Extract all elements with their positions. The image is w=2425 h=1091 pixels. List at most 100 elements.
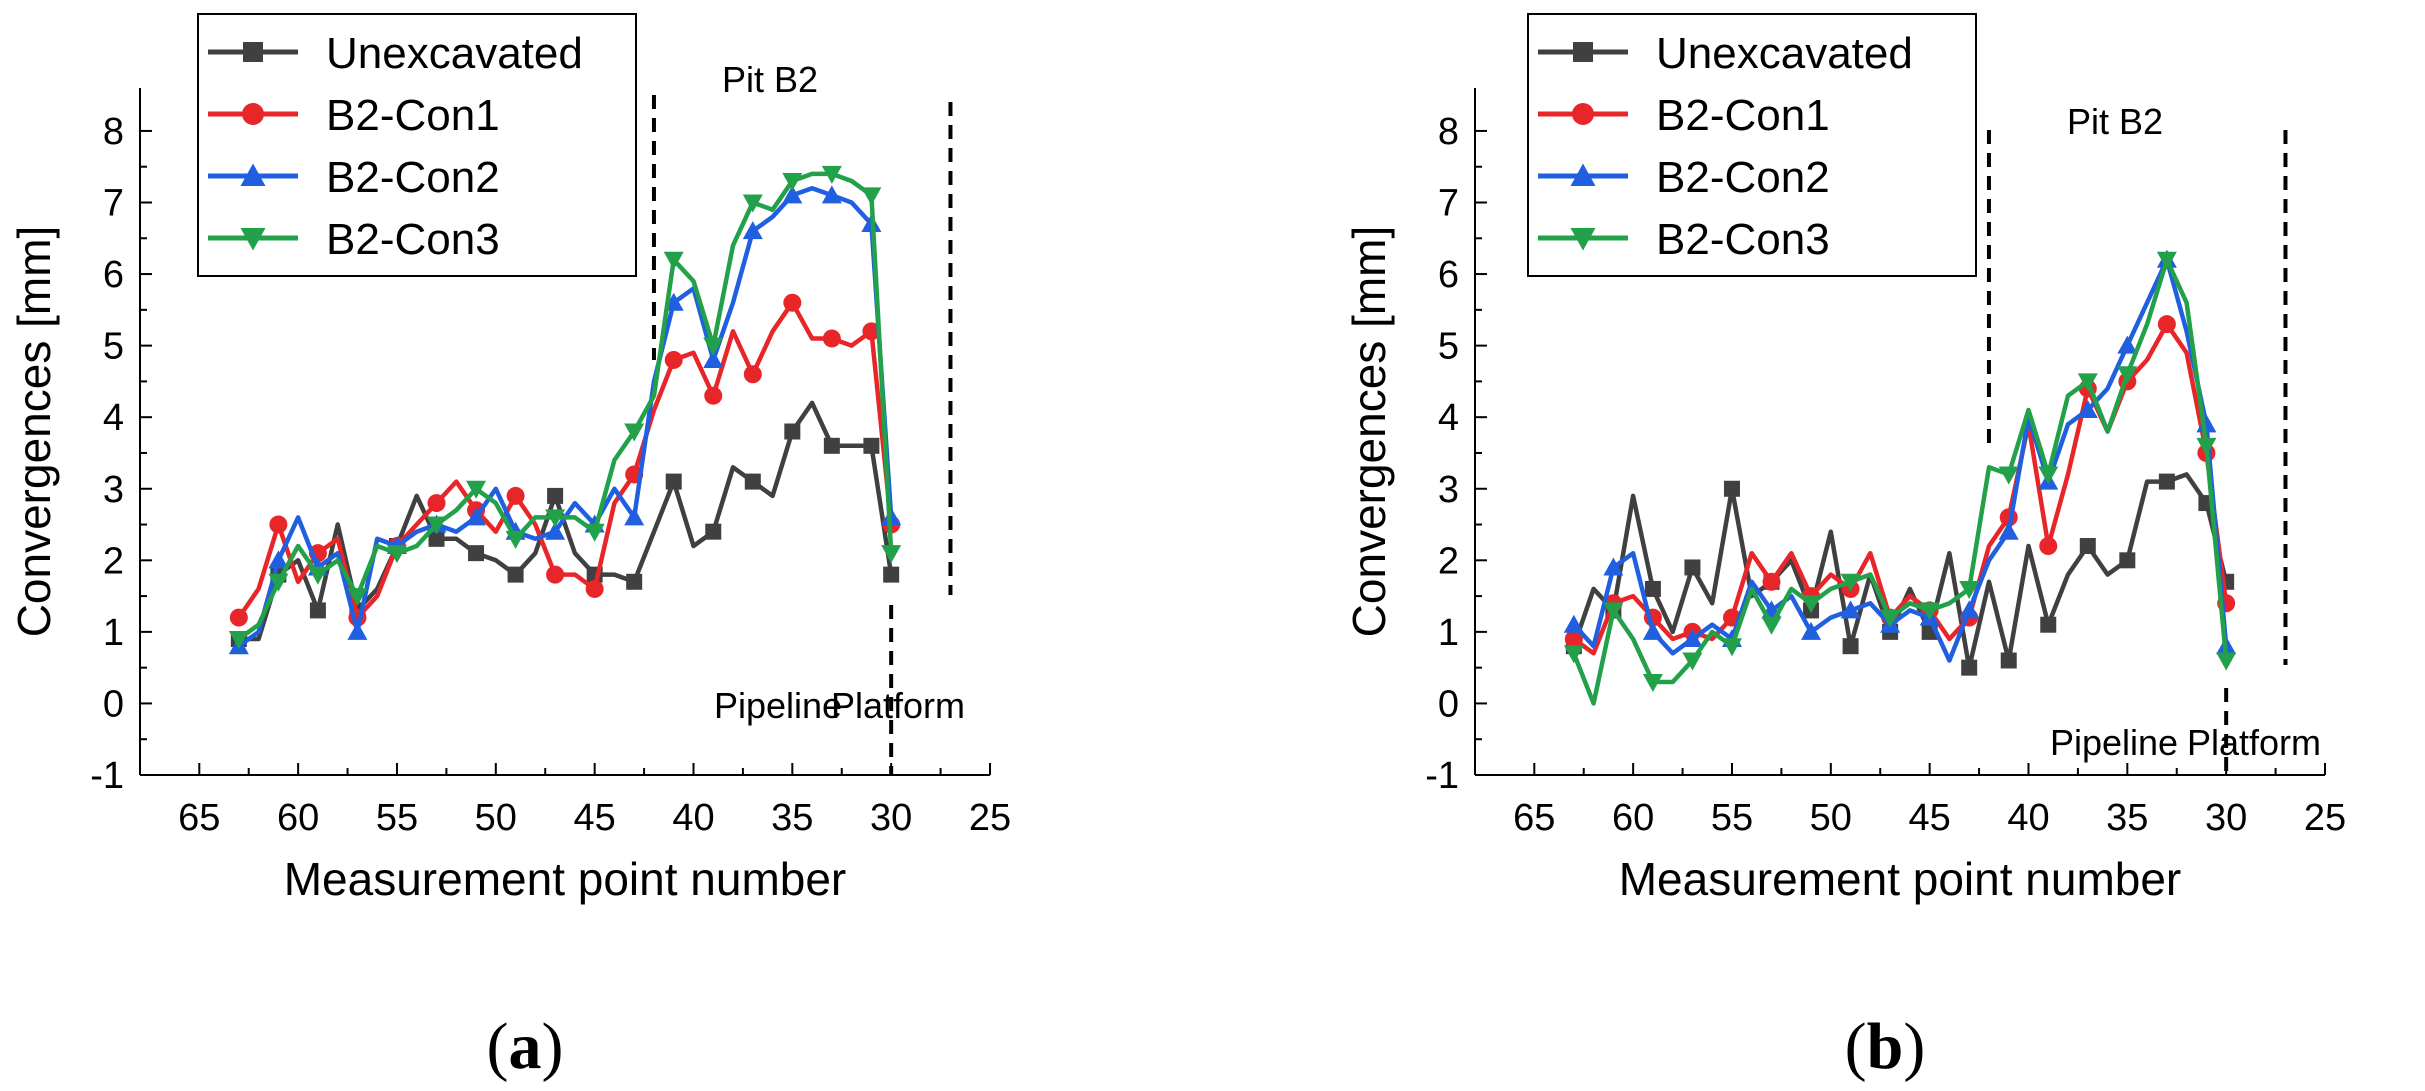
panel-b-point-b2-con3 bbox=[1801, 595, 1822, 614]
panel-a-legend-label-b2-con2: B2-Con2 bbox=[326, 153, 500, 202]
panel-a-point-unexcavated bbox=[468, 545, 485, 562]
panel-a-point-b2-con2 bbox=[466, 507, 487, 526]
panel-a-point-b2-con1 bbox=[862, 322, 881, 341]
panel-b-x-tick-label: 40 bbox=[2007, 797, 2049, 839]
panel-a-point-b2-con3 bbox=[426, 516, 447, 535]
panel-a-legend: Unexcavated B2-Con1 B2-Con2 B2-Con3 bbox=[197, 13, 637, 277]
panel-b-point-unexcavated bbox=[2079, 538, 2096, 554]
panel-a-point-b2-con3 bbox=[466, 480, 487, 499]
panel-a-point-b2-con1 bbox=[664, 350, 683, 369]
panel-a-y-tick-label: -1 bbox=[90, 755, 124, 797]
panel-b-point-b2-con3 bbox=[1563, 645, 1584, 664]
panel-b-point-b2-con3 bbox=[2156, 251, 2177, 270]
panel-b-line-b2-con3 bbox=[1571, 257, 2229, 706]
panel-b-y-axis-label: Convergences [mm] bbox=[1343, 226, 1395, 638]
panel-a-y-tick-label: 4 bbox=[103, 397, 124, 439]
panel-b-point-b2-con1 bbox=[1564, 630, 1583, 649]
panel-b-point-b2-con2 bbox=[1642, 621, 1663, 640]
panel-a-point-b2-con3 bbox=[545, 509, 566, 528]
panel-a-series-b2-con3 bbox=[228, 165, 902, 650]
panel-b-point-unexcavated bbox=[1961, 659, 1978, 676]
panel-a-point-b2-con3 bbox=[861, 187, 882, 206]
panel-b-point-b2-con3 bbox=[1959, 580, 1980, 599]
panel-a-point-b2-con2 bbox=[742, 221, 763, 240]
panel-a-point-b2-con3 bbox=[505, 530, 526, 549]
panel-a-caption: (a) bbox=[487, 1010, 564, 1083]
panel-a-x-tick-label: 35 bbox=[771, 797, 813, 839]
panel-b-y-tick-label: 4 bbox=[1438, 397, 1459, 439]
panel-a-point-unexcavated bbox=[744, 473, 761, 490]
panel-b-x-tick-label: 60 bbox=[1612, 797, 1654, 839]
panel-a-legend-marker-b2-con1 bbox=[242, 103, 264, 125]
panel-a-point-b2-con2 bbox=[545, 521, 566, 540]
panel-a-legend-label-b2-con1: B2-Con1 bbox=[326, 91, 500, 140]
panel-a-point-b2-con1 bbox=[704, 386, 723, 405]
panel-b-point-b2-con3 bbox=[1603, 602, 1624, 621]
panel-b-point-unexcavated bbox=[1684, 559, 1701, 576]
panel-a-platform-label: Platform bbox=[831, 685, 965, 726]
panel-a-point-b2-con3 bbox=[268, 573, 289, 592]
panel-b-point-b2-con1 bbox=[1762, 572, 1781, 591]
panel-b-point-b2-con3 bbox=[1761, 616, 1782, 635]
panel-b-y-tick-label: 0 bbox=[1438, 683, 1459, 725]
panel-a-point-b2-con1 bbox=[229, 608, 248, 627]
panel-b-point-b2-con3 bbox=[2117, 366, 2138, 385]
panel-a-point-b2-con3 bbox=[307, 566, 328, 585]
panel-b-legend-marker-unexcavated bbox=[1573, 42, 1593, 62]
panel-a-line-b2-con3 bbox=[237, 171, 894, 641]
panel-a-point-b2-con3 bbox=[584, 523, 605, 542]
panel-a-point-b2-con3 bbox=[347, 588, 368, 607]
panel-b-point-unexcavated bbox=[2119, 552, 2136, 569]
panel-a-series-unexcavated bbox=[230, 400, 900, 648]
panel-b-x-tick-label: 50 bbox=[1810, 797, 1852, 839]
panel-b-point-b2-con1 bbox=[2039, 537, 2058, 555]
panel-b-y-tick-label: 2 bbox=[1438, 540, 1459, 582]
panel-a-point-b2-con3 bbox=[821, 165, 842, 184]
panel-b-x-tick-label: 65 bbox=[1513, 797, 1555, 839]
panel-b-point-b2-con3 bbox=[1880, 609, 1901, 628]
panel-b-caption: (b) bbox=[1845, 1010, 1926, 1083]
panel-b-point-unexcavated bbox=[2158, 473, 2175, 490]
panel-b-x-tick-label: 30 bbox=[2205, 797, 2247, 839]
panel-a-x-tick-label: 25 bbox=[969, 797, 1011, 839]
panel-a-point-unexcavated bbox=[547, 487, 564, 504]
panel-b-x-tick-label: 55 bbox=[1711, 797, 1753, 839]
panel-b-point-unexcavated bbox=[2000, 652, 2017, 669]
panel-b-series-b2-con3 bbox=[1563, 251, 2237, 706]
panel-a-point-b2-con3 bbox=[228, 631, 249, 650]
panel-a-legend-box bbox=[197, 13, 637, 277]
panel-b-legend-label-unexcavated: Unexcavated bbox=[1656, 29, 1913, 78]
panel-a-y-tick-label: 1 bbox=[103, 612, 124, 654]
panel-b-line-b2-con2 bbox=[1572, 257, 2229, 663]
panel-b-pipeline-label: Pipeline bbox=[2050, 722, 2178, 763]
panel-b-y-tick-label: 1 bbox=[1438, 612, 1459, 654]
panel-a-y-tick-label: 0 bbox=[103, 683, 124, 725]
panel-a-x-axis-label: Measurement point number bbox=[284, 853, 847, 905]
panel-a-legend-label-b2-con3: B2-Con3 bbox=[326, 215, 500, 264]
panel-a-point-b2-con3 bbox=[663, 251, 684, 270]
panel-a-point-b2-con3 bbox=[742, 194, 763, 213]
panel-b-y-tick-label: 7 bbox=[1438, 183, 1459, 225]
panel-a-caption-label: a bbox=[509, 1010, 542, 1083]
panel-a-y-tick-label: 3 bbox=[103, 469, 124, 511]
panel-a-point-b2-con2 bbox=[782, 185, 803, 204]
panel-a-point-unexcavated bbox=[823, 437, 840, 454]
panel-a-y-tick-label: 5 bbox=[103, 326, 124, 368]
panel-b-pit-label: Pit B2 bbox=[2067, 101, 2163, 142]
panel-b-x-tick-label: 45 bbox=[1909, 797, 1951, 839]
panel-b-point-b2-con1 bbox=[2157, 315, 2176, 334]
panel-b-y-tick-label: -1 bbox=[1425, 755, 1459, 797]
panel-a-point-b2-con1 bbox=[427, 494, 446, 513]
panel-a-x-tick-label: 50 bbox=[475, 797, 517, 839]
panel-b-point-b2-con3 bbox=[2216, 652, 2237, 671]
panel-b-legend-label-b2-con1: B2-Con1 bbox=[1656, 91, 1830, 140]
panel-a-legend-marker-b2-con2 bbox=[240, 163, 266, 186]
panel-b-point-b2-con3 bbox=[1642, 673, 1663, 692]
panel-b-point-b2-con2 bbox=[1998, 521, 2019, 540]
panel-a-legend-marker-b2-con3 bbox=[240, 228, 266, 251]
panel-b-point-b2-con3 bbox=[2077, 373, 2098, 392]
panel-b-legend-box bbox=[1527, 13, 1977, 277]
panel-b-point-unexcavated bbox=[2040, 616, 2057, 633]
panel-a-point-b2-con1 bbox=[546, 565, 565, 584]
